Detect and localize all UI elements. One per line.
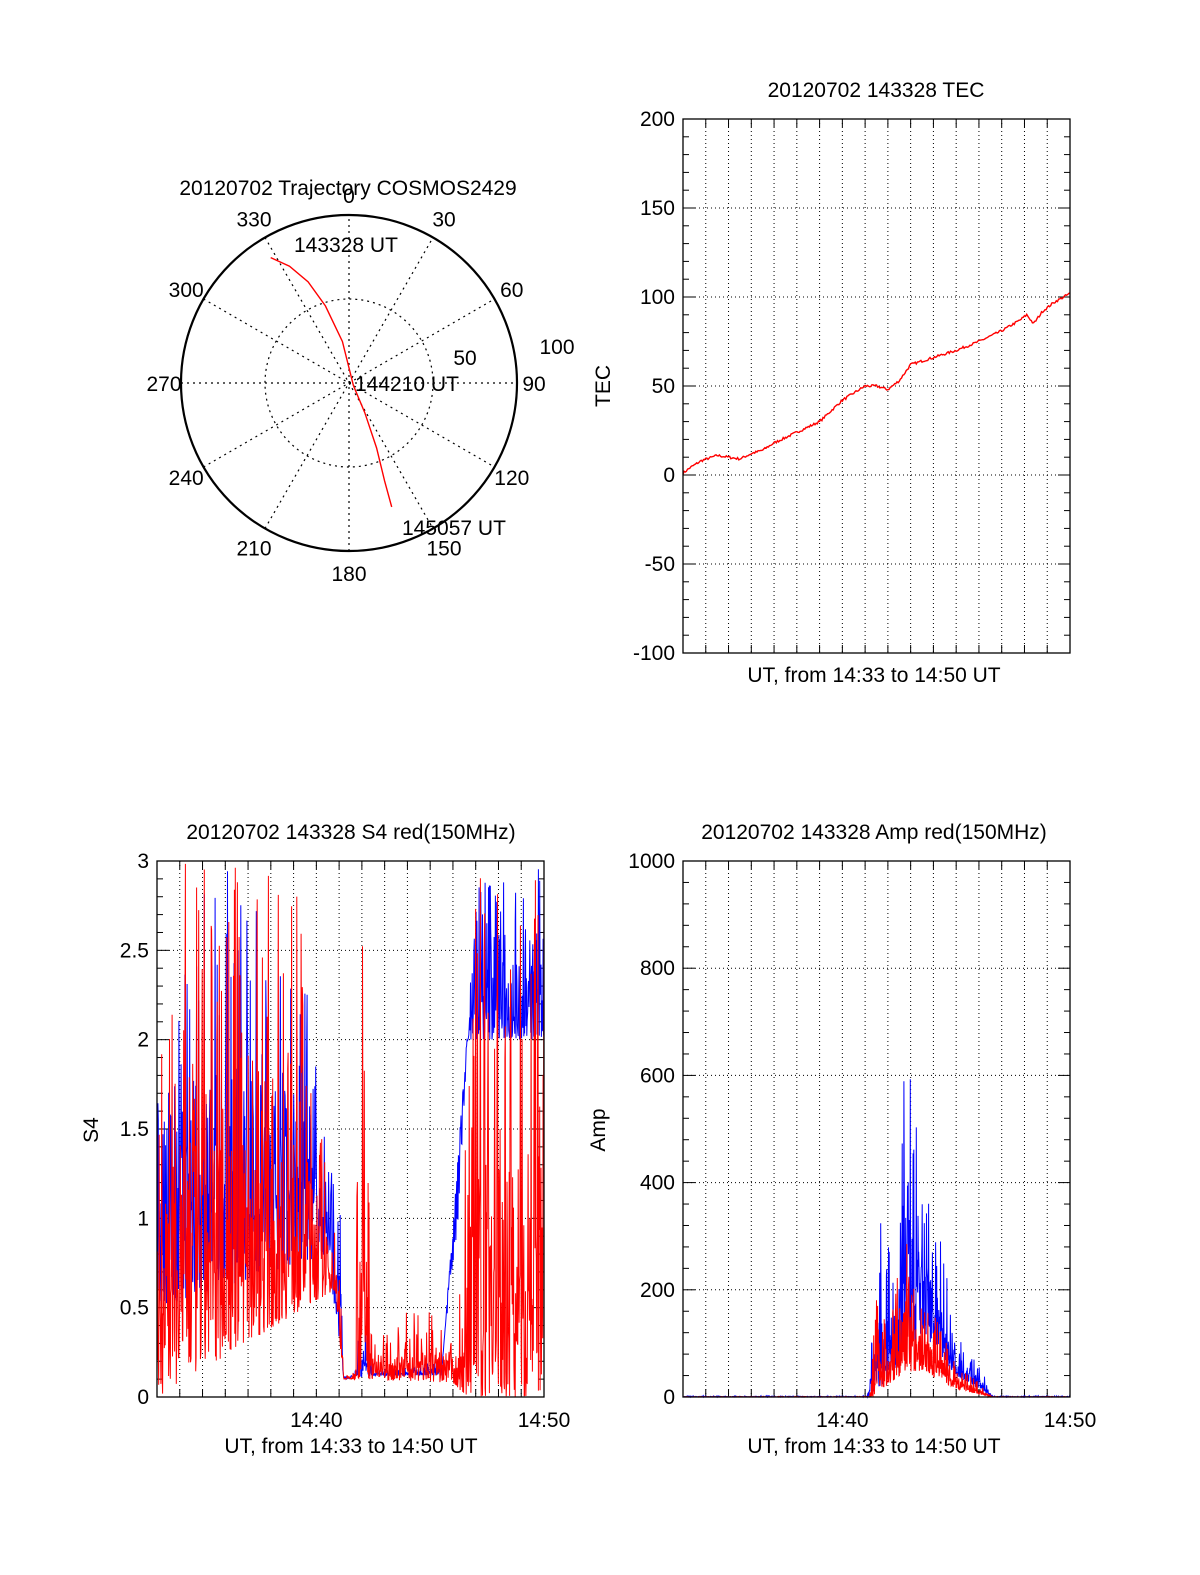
amp-series xyxy=(682,1079,1071,1399)
tec-y-ticks: -100 -50 0 50 100 150 200 xyxy=(633,108,675,665)
trajectory-panel: 20120702 Trajectory COSMOS2429 0 30 60 90 12… xyxy=(146,177,574,586)
amp-y-ticks: 0 200 400 600 800 1000 xyxy=(628,850,675,1409)
y-tick-label: 1.5 xyxy=(120,1118,149,1141)
y-tick-label: 200 xyxy=(640,108,675,131)
azimuth-label: 300 xyxy=(169,279,204,302)
y-tick-label: 1 xyxy=(137,1207,149,1230)
series-line-red xyxy=(156,863,545,1398)
trajectory-end-label: 145057 UT xyxy=(402,517,506,540)
polar-azimuth-labels: 0 30 60 90 120 150 180 210 240 270 300 330 xyxy=(146,185,545,586)
s4-xlabel: UT, from 14:33 to 14:50 UT xyxy=(224,1435,477,1458)
amp-xlabel: UT, from 14:33 to 14:50 UT xyxy=(747,1435,1000,1458)
x-tick-label: 14:50 xyxy=(518,1409,571,1432)
amp-ylabel: Amp xyxy=(587,1108,610,1151)
x-tick-label: 14:50 xyxy=(1044,1409,1097,1432)
azimuth-label: 150 xyxy=(426,538,461,561)
trajectory-center-label: 144210 UT xyxy=(355,373,459,396)
y-tick-label: 150 xyxy=(640,197,675,220)
tec-xlabel: UT, from 14:33 to 14:50 UT xyxy=(747,664,1000,687)
y-tick-label: -100 xyxy=(633,642,675,665)
s4-ylabel: S4 xyxy=(80,1117,103,1143)
elevation-label-50: 50 xyxy=(453,347,476,370)
y-tick-label: 600 xyxy=(640,1064,675,1087)
y-tick-label: 0.5 xyxy=(120,1297,149,1320)
y-tick-label: 2 xyxy=(137,1029,149,1052)
y-tick-label: 400 xyxy=(640,1172,675,1195)
trajectory-line xyxy=(270,256,393,508)
amp-plot-frame xyxy=(682,860,1071,1398)
y-tick-label: 200 xyxy=(640,1279,675,1302)
azimuth-label: 120 xyxy=(494,467,529,490)
trajectory-title: 20120702 Trajectory COSMOS2429 xyxy=(179,177,516,200)
y-tick-label: 0 xyxy=(137,1386,149,1409)
y-tick-label: 2.5 xyxy=(120,939,149,962)
s4-series xyxy=(156,863,545,1398)
elevation-label-100: 100 xyxy=(539,336,574,359)
tec-ylabel: TEC xyxy=(592,365,615,407)
azimuth-label: 0 xyxy=(343,185,355,208)
y-tick-label: 0 xyxy=(663,1386,675,1409)
azimuth-label: 270 xyxy=(146,373,181,396)
tec-series-line xyxy=(682,292,1071,475)
y-tick-label: 3 xyxy=(137,850,149,873)
x-tick-label: 14:40 xyxy=(290,1409,343,1432)
tec-title: 20120702 143328 TEC xyxy=(768,79,985,102)
tec-grid xyxy=(683,118,1070,654)
amp-x-ticks: 14:40 14:50 xyxy=(816,1409,1096,1432)
y-tick-label: 50 xyxy=(652,375,675,398)
s4-x-ticks: 14:40 14:50 xyxy=(290,1409,570,1432)
polar-grid xyxy=(179,213,519,553)
series-line-red xyxy=(682,1243,1071,1399)
s4-plot-frame xyxy=(156,860,545,1398)
trajectory-start-label: 143328 UT xyxy=(294,234,398,257)
azimuth-label: 30 xyxy=(432,208,455,231)
azimuth-label: 330 xyxy=(236,208,271,231)
azimuth-label: 60 xyxy=(500,279,523,302)
y-tick-label: 0 xyxy=(663,464,675,487)
s4-title: 20120702 143328 S4 red(150MHz) xyxy=(186,821,515,844)
polar-spoke xyxy=(264,237,434,529)
tec-plot-frame xyxy=(682,118,1071,654)
azimuth-label: 210 xyxy=(236,538,271,561)
y-tick-label: 800 xyxy=(640,957,675,980)
azimuth-label: 90 xyxy=(522,373,545,396)
y-tick-label: 1000 xyxy=(628,850,675,873)
tec-panel: 20120702 143328 TEC -100-50050100150200 … xyxy=(592,79,1071,687)
amp-title: 20120702 143328 Amp red(150MHz) xyxy=(701,821,1047,844)
y-tick-label: -50 xyxy=(645,553,675,576)
amp-panel: 20120702 143328 Amp red(150MHz) 0 200 400 6… xyxy=(587,821,1096,1458)
x-tick-label: 14:40 xyxy=(816,1409,869,1432)
s4-y-ticks: 0 0.5 1 1.5 2 2.5 3 xyxy=(120,850,149,1409)
s4-panel: 20120702 143328 S4 red(150MHz) 0 0.5 1 1.5 2… xyxy=(80,821,570,1458)
azimuth-label: 240 xyxy=(169,467,204,490)
y-tick-label: 100 xyxy=(640,286,675,309)
azimuth-label: 180 xyxy=(331,563,366,586)
